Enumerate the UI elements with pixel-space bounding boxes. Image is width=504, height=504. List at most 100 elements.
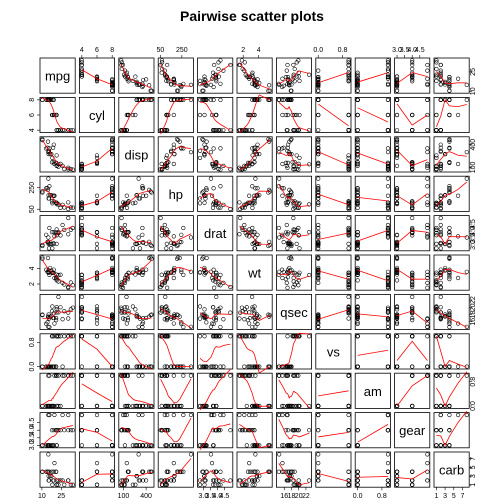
point-wt-gear [394, 255, 400, 261]
point-mpg-am [355, 84, 360, 90]
point-mpg-carb [443, 79, 448, 84]
point-qsec-wt [250, 294, 255, 299]
point-qsec-mpg [58, 305, 63, 310]
point-vs-drat [209, 364, 215, 369]
point-hp-drat [197, 196, 203, 201]
point-qsec-wt [253, 324, 258, 329]
point-carb-drat [214, 478, 219, 483]
point-carb-am [385, 452, 391, 457]
panel-disp-vs [315, 136, 352, 173]
point-disp-cyl [94, 155, 100, 161]
point-mpg-wt [242, 60, 247, 65]
point-disp-mpg [49, 151, 54, 157]
point-vs-am [385, 364, 391, 369]
panel-qsec-mpg [39, 293, 76, 330]
point-gear-am [385, 428, 391, 433]
point-mpg-gear [410, 58, 415, 63]
point-hp-am [355, 196, 360, 201]
point-cyl-gear [425, 128, 430, 133]
smoother-carb-hp [160, 458, 192, 485]
point-carb-disp [122, 482, 128, 487]
point-carb-mpg [62, 482, 67, 487]
point-gear-carb [464, 412, 469, 418]
point-wt-disp [147, 255, 152, 261]
point-wt-mpg [51, 267, 56, 272]
point-drat-carb [447, 232, 452, 237]
point-disp-cyl [94, 160, 100, 165]
point-qsec-wt [238, 310, 243, 315]
point-wt-gear [394, 267, 400, 272]
point-am-mpg [52, 373, 57, 378]
point-hp-cyl [94, 193, 100, 198]
point-qsec-carb [438, 310, 443, 315]
point-drat-disp [136, 240, 141, 246]
point-vs-gear [394, 364, 400, 369]
panel-disp-am [354, 136, 391, 173]
smoother-vs-cyl [81, 338, 113, 367]
point-drat-qsec [290, 230, 295, 235]
point-hp-am [355, 199, 360, 204]
point-carb-vs [316, 469, 321, 474]
smoother-wt-gear [396, 268, 428, 280]
point-mpg-am [385, 82, 391, 87]
point-qsec-carb [447, 320, 452, 325]
point-mpg-vs [346, 60, 351, 65]
point-disp-drat [197, 155, 203, 161]
point-cyl-drat [212, 128, 217, 133]
point-vs-wt [247, 334, 252, 339]
point-qsec-mpg [45, 314, 51, 319]
point-qsec-drat [202, 307, 207, 312]
point-gear-wt [253, 412, 258, 418]
point-disp-carb [456, 161, 461, 167]
panel-drat-carb [433, 215, 470, 252]
point-carb-drat [202, 478, 207, 483]
smoother-mpg-qsec [278, 70, 310, 85]
point-disp-cyl [79, 163, 84, 168]
point-carb-wt [242, 478, 247, 483]
point-disp-am [385, 150, 391, 155]
panel-cyl-drat [197, 97, 234, 134]
point-drat-hp [177, 239, 182, 244]
point-cyl-carb [464, 97, 469, 102]
smoother-hp-cyl [81, 191, 113, 207]
point-qsec-hp [160, 307, 165, 312]
panel-disp-cyl [79, 136, 116, 173]
point-hp-gear [425, 184, 430, 189]
point-gear-am [355, 428, 360, 433]
smoother-disp-qsec [278, 151, 310, 166]
point-cyl-disp [148, 97, 153, 102]
point-gear-hp [169, 443, 174, 448]
point-disp-drat [216, 166, 221, 172]
point-wt-gear [410, 280, 415, 285]
panel-wt-wt [236, 254, 273, 291]
point-drat-disp [149, 243, 154, 249]
point-gear-wt [267, 443, 272, 448]
point-vs-gear [410, 334, 415, 339]
point-hp-qsec [280, 193, 285, 198]
x-tick-label-gear: 4.0 [407, 47, 417, 54]
point-mpg-hp [164, 74, 169, 79]
point-cyl-gear [394, 112, 400, 118]
point-gear-wt [250, 412, 255, 418]
point-cyl-carb [456, 112, 461, 118]
point-carb-mpg [50, 482, 55, 487]
point-qsec-hp [164, 317, 169, 323]
panel-wt-gear [394, 254, 431, 291]
point-wt-qsec [287, 255, 292, 261]
smoother-wt-qsec [278, 270, 310, 280]
point-cyl-qsec [297, 112, 302, 118]
point-disp-am [385, 146, 391, 151]
point-mpg-gear [425, 76, 430, 81]
point-wt-hp [172, 268, 177, 273]
smoother-hp-wt [239, 190, 270, 208]
point-wt-hp [164, 275, 169, 281]
point-qsec-hp [181, 325, 186, 330]
point-qsec-disp [140, 315, 146, 321]
point-mpg-qsec [292, 66, 297, 72]
point-disp-cyl [79, 166, 84, 172]
point-carb-vs [316, 461, 321, 466]
point-wt-vs [346, 275, 351, 281]
point-drat-hp [164, 241, 169, 246]
point-wt-drat [197, 270, 203, 275]
point-disp-cyl [110, 151, 115, 157]
